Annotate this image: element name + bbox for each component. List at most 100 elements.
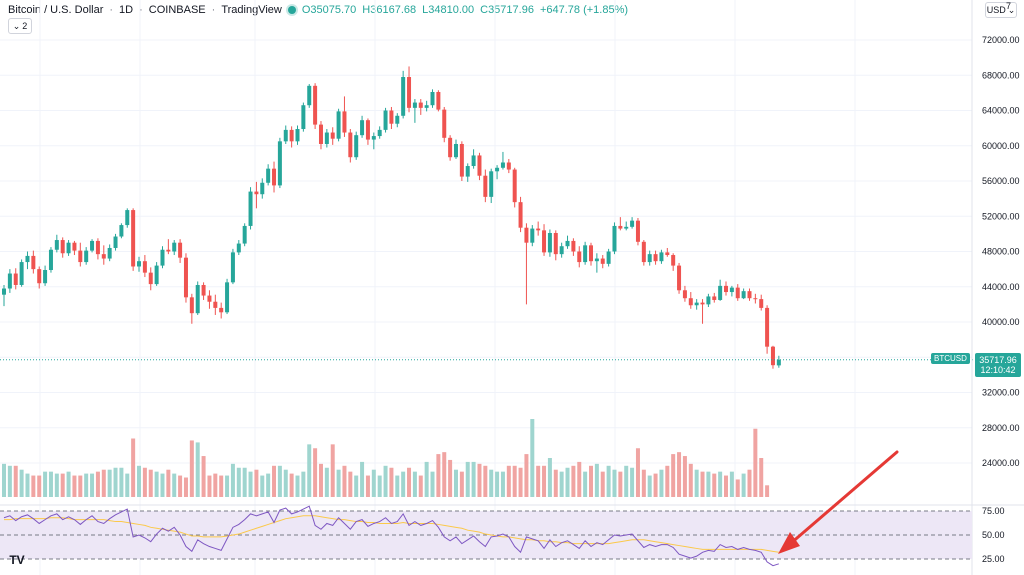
volume-bar — [659, 469, 664, 497]
candle-body — [54, 240, 59, 250]
volume-bar — [741, 473, 746, 497]
volume-bar — [436, 454, 441, 497]
volume-bar — [236, 467, 241, 497]
candle-body — [272, 168, 277, 186]
candle-body — [101, 254, 106, 259]
volume-bar — [107, 469, 112, 497]
price-tick-label-clipped: 7 — [1006, 1, 1011, 11]
volume-bar — [360, 461, 365, 497]
candle-body — [283, 129, 288, 142]
volume-bar — [207, 475, 212, 497]
volume-bar — [765, 485, 770, 497]
candle-body — [712, 296, 717, 300]
volume-bar — [577, 461, 582, 497]
volume-bar — [418, 475, 423, 497]
currency-select[interactable]: USD ⌄ — [985, 2, 1017, 18]
indicators-toggle-button[interactable]: ⌄ 2 — [8, 18, 32, 34]
volume-bar — [301, 471, 306, 497]
candle-body — [43, 270, 48, 284]
header-separator: · — [139, 4, 143, 16]
candle-body — [706, 296, 711, 305]
volume-bar — [424, 461, 429, 497]
volume-bar — [688, 463, 693, 497]
volume-bar — [401, 471, 406, 497]
volume-bar — [448, 459, 453, 497]
volume-bar — [2, 463, 6, 497]
candle-body — [377, 129, 382, 137]
volume-bar — [113, 467, 118, 497]
candle-body — [90, 240, 95, 251]
candle-body — [48, 249, 53, 271]
volume-bar — [37, 475, 42, 497]
volume-bar — [95, 471, 100, 497]
candle-body — [207, 295, 212, 302]
tradingview-logo-icon[interactable]: TV — [9, 553, 25, 567]
volume-bar — [119, 467, 124, 497]
candle-body — [724, 285, 729, 293]
volume-bar — [536, 465, 541, 497]
candle-body — [301, 105, 306, 130]
candle-body — [665, 252, 670, 256]
volume-bar — [166, 469, 171, 497]
ohlc-close: C35717.96 — [480, 4, 534, 16]
candle-body — [142, 261, 147, 273]
price-tick-label: 64000.00 — [982, 106, 1020, 116]
price-tick-label: 32000.00 — [982, 388, 1020, 398]
volume-bar — [272, 465, 277, 497]
candle-body — [453, 143, 458, 158]
candle-body — [635, 220, 640, 242]
candle-body — [137, 261, 142, 267]
annotation-arrow-head — [778, 532, 800, 554]
ohlc-values: O35075.70 H36167.68 L34810.00 C35717.96 … — [302, 4, 628, 16]
candle-body — [360, 120, 365, 136]
volume-bar — [412, 471, 417, 497]
volume-bar — [477, 463, 482, 497]
candle-body — [348, 132, 353, 158]
candle-body — [395, 115, 400, 124]
volume-bar — [641, 469, 646, 497]
candle-body — [612, 225, 617, 252]
volume-bar — [583, 471, 588, 497]
candle-body — [671, 255, 676, 266]
volume-bar — [289, 473, 294, 497]
candle-body — [600, 258, 605, 264]
volume-bar — [500, 471, 505, 497]
volume-bar — [230, 463, 235, 497]
candle-body — [624, 226, 629, 229]
market-status-dot-icon[interactable] — [287, 6, 296, 14]
volume-bar — [483, 465, 488, 497]
volume-bar — [371, 469, 376, 497]
candle-body — [289, 129, 294, 142]
volume-bar — [459, 471, 464, 497]
rsi-tick-label: 25.00 — [982, 554, 1005, 564]
candle-body — [113, 236, 118, 248]
volume-bar — [630, 467, 635, 497]
candle-body — [195, 284, 200, 314]
candle-body — [25, 255, 30, 263]
candle-body — [459, 143, 464, 177]
candle-body — [330, 132, 335, 139]
volume-bar — [277, 465, 282, 497]
volume-bar — [137, 465, 142, 497]
last-price-label: 35717.96 12:10:42 — [975, 353, 1021, 377]
candle-body — [148, 272, 153, 285]
interval-label[interactable]: 1D — [119, 4, 134, 16]
volume-bar — [753, 428, 758, 497]
volume-bar — [600, 471, 605, 497]
volume-bar — [160, 473, 165, 497]
candle-body — [219, 307, 224, 313]
volume-bar — [571, 465, 576, 497]
candle-body — [641, 241, 646, 263]
candle-body — [178, 242, 183, 258]
candle-body — [60, 240, 65, 254]
symbol-title[interactable]: Bitcoin / U.S. Dollar — [8, 4, 104, 16]
candle-body — [201, 284, 206, 296]
volume-bar — [524, 454, 529, 497]
volume-bar — [84, 473, 89, 497]
candle-body — [571, 240, 576, 252]
header-separator: · — [211, 4, 216, 16]
volume-bar — [195, 442, 200, 497]
volume-bar — [254, 469, 259, 497]
volume-bar — [465, 461, 470, 497]
